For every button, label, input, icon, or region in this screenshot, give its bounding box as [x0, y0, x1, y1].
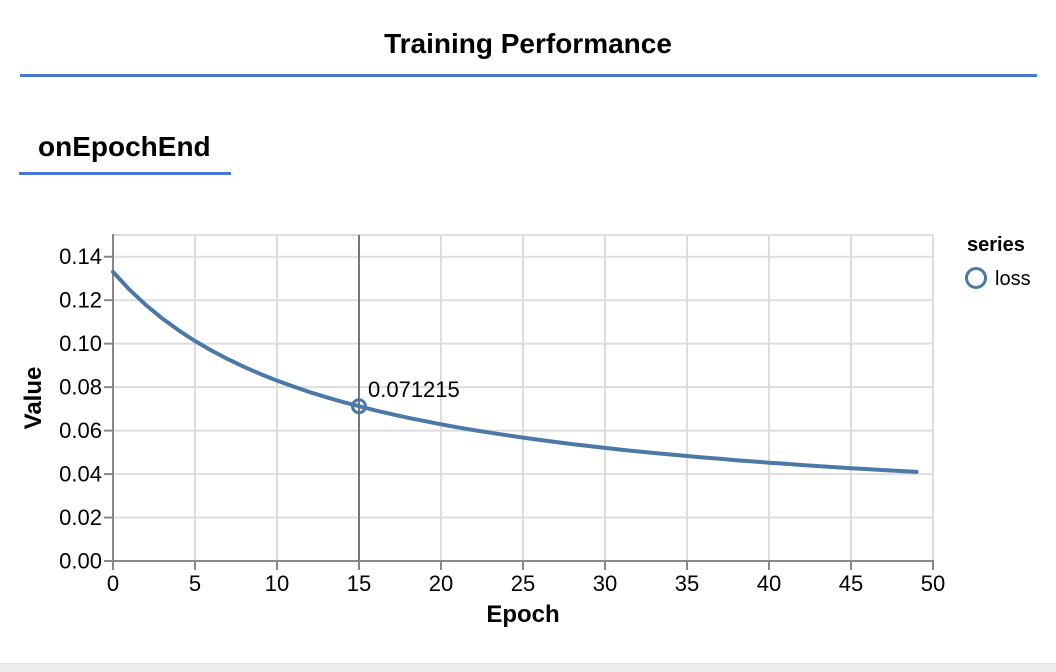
legend: series loss: [965, 234, 1031, 290]
legend-series-label: loss: [995, 268, 1031, 290]
line-chart: 0 5 10 15 20 25 30 35 40 45 50 0.00 0.02 0.04 0.06 0.08…: [0, 225, 1056, 640]
x-tick-label: 30: [593, 571, 617, 596]
hover-tooltip-value: 0.071215: [368, 377, 460, 402]
y-tick-label: 0.00: [59, 549, 102, 574]
x-tick-label: 0: [107, 571, 119, 596]
x-tick-label: 20: [429, 571, 453, 596]
x-tick-label: 5: [189, 571, 201, 596]
x-axis-title: Epoch: [486, 601, 559, 628]
loss-line: [111, 269, 919, 474]
section-underline-rule: [19, 172, 231, 175]
x-tick-label: 50: [921, 571, 945, 596]
x-tick-label: 45: [839, 571, 863, 596]
y-tick-label: 0.04: [59, 462, 102, 487]
legend-title: series: [967, 234, 1025, 256]
x-tick-label: 25: [511, 571, 535, 596]
y-axis-title: Value: [20, 367, 47, 430]
legend-circle-icon: [965, 267, 987, 289]
y-tick-label: 0.02: [59, 505, 102, 530]
x-tick-label: 15: [347, 571, 371, 596]
y-tick-label: 0.06: [59, 418, 102, 443]
hover-point-marker: [351, 398, 367, 415]
y-tick-label: 0.14: [59, 244, 102, 269]
x-tick-label: 10: [265, 571, 289, 596]
horizontal-scrollbar[interactable]: [0, 663, 1056, 672]
y-tick-label: 0.12: [59, 288, 102, 313]
title-underline-rule: [20, 74, 1037, 77]
x-tick-label: 40: [757, 571, 781, 596]
page-title: Training Performance: [384, 28, 672, 59]
section-heading: onEpochEnd: [38, 131, 211, 162]
series-marks: [111, 235, 919, 561]
axes: 0 5 10 15 20 25 30 35 40 45 50 0.00 0.02 0.04 0.06 0.08…: [59, 234, 945, 596]
y-tick-label: 0.10: [59, 331, 102, 356]
y-tick-label: 0.08: [59, 375, 102, 400]
x-tick-label: 35: [675, 571, 699, 596]
